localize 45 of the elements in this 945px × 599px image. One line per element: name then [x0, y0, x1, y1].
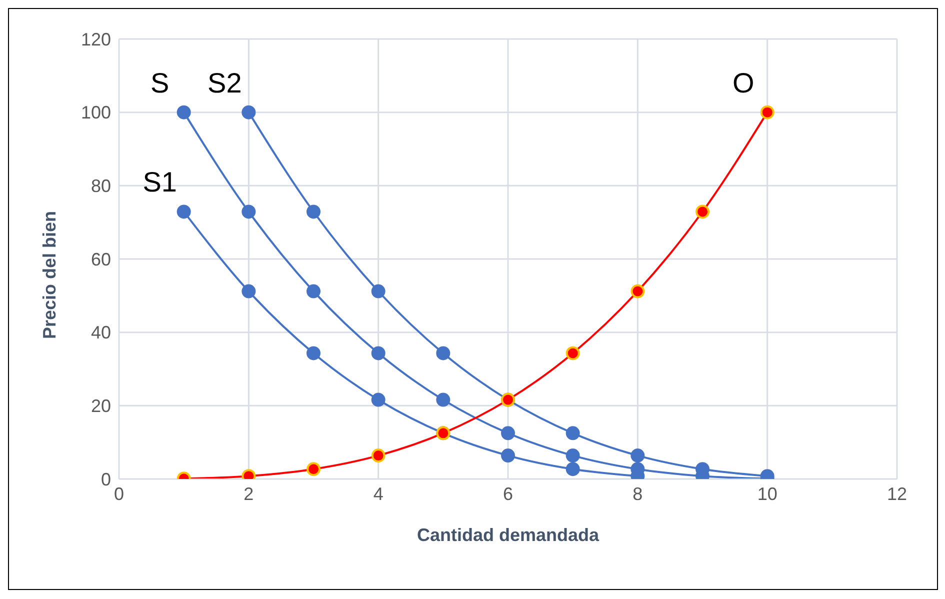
y-tick-label: 120: [80, 29, 111, 50]
x-tick-label: 2: [244, 484, 254, 504]
point: [630, 448, 645, 463]
point: [371, 448, 386, 463]
point: [630, 284, 645, 298]
x-tick-label: 0: [114, 484, 124, 504]
point: [306, 204, 320, 219]
point: [566, 462, 580, 476]
point: [242, 284, 256, 298]
series-label: S: [150, 67, 170, 98]
y-tick-label: 60: [90, 249, 111, 270]
point: [371, 284, 386, 298]
y-tick-label: 100: [80, 102, 111, 123]
point: [306, 346, 320, 360]
y-tick-label: 40: [90, 322, 111, 343]
point: [242, 204, 256, 219]
x-axis-title: Cantidad demandada: [416, 525, 600, 545]
point: [306, 284, 320, 298]
y-tick-label: 20: [90, 396, 111, 416]
point: [566, 448, 580, 463]
point: [371, 392, 386, 407]
y-tick-label: 80: [90, 176, 111, 196]
x-tick-label: 4: [373, 484, 384, 504]
point: [371, 346, 386, 360]
point: [566, 346, 580, 360]
point: [242, 105, 256, 120]
point: [176, 105, 191, 120]
x-tick-label: 12: [886, 484, 908, 504]
x-tick-label: 6: [502, 484, 514, 504]
point: [176, 204, 191, 219]
series-label: O: [732, 67, 754, 98]
y-tick-label: 0: [100, 469, 111, 490]
point: [696, 204, 710, 219]
series-label: S2: [208, 67, 242, 98]
series-label: S1: [142, 166, 177, 198]
point: [436, 392, 450, 407]
point: [760, 105, 774, 120]
point: [501, 448, 515, 463]
point: [306, 462, 320, 476]
x-tick-label: 10: [757, 484, 778, 504]
y-axis-title: Precio del bien: [39, 210, 60, 339]
point: [436, 346, 450, 360]
point: [566, 426, 580, 440]
x-tick-label: 8: [632, 484, 643, 504]
point: [501, 426, 515, 440]
